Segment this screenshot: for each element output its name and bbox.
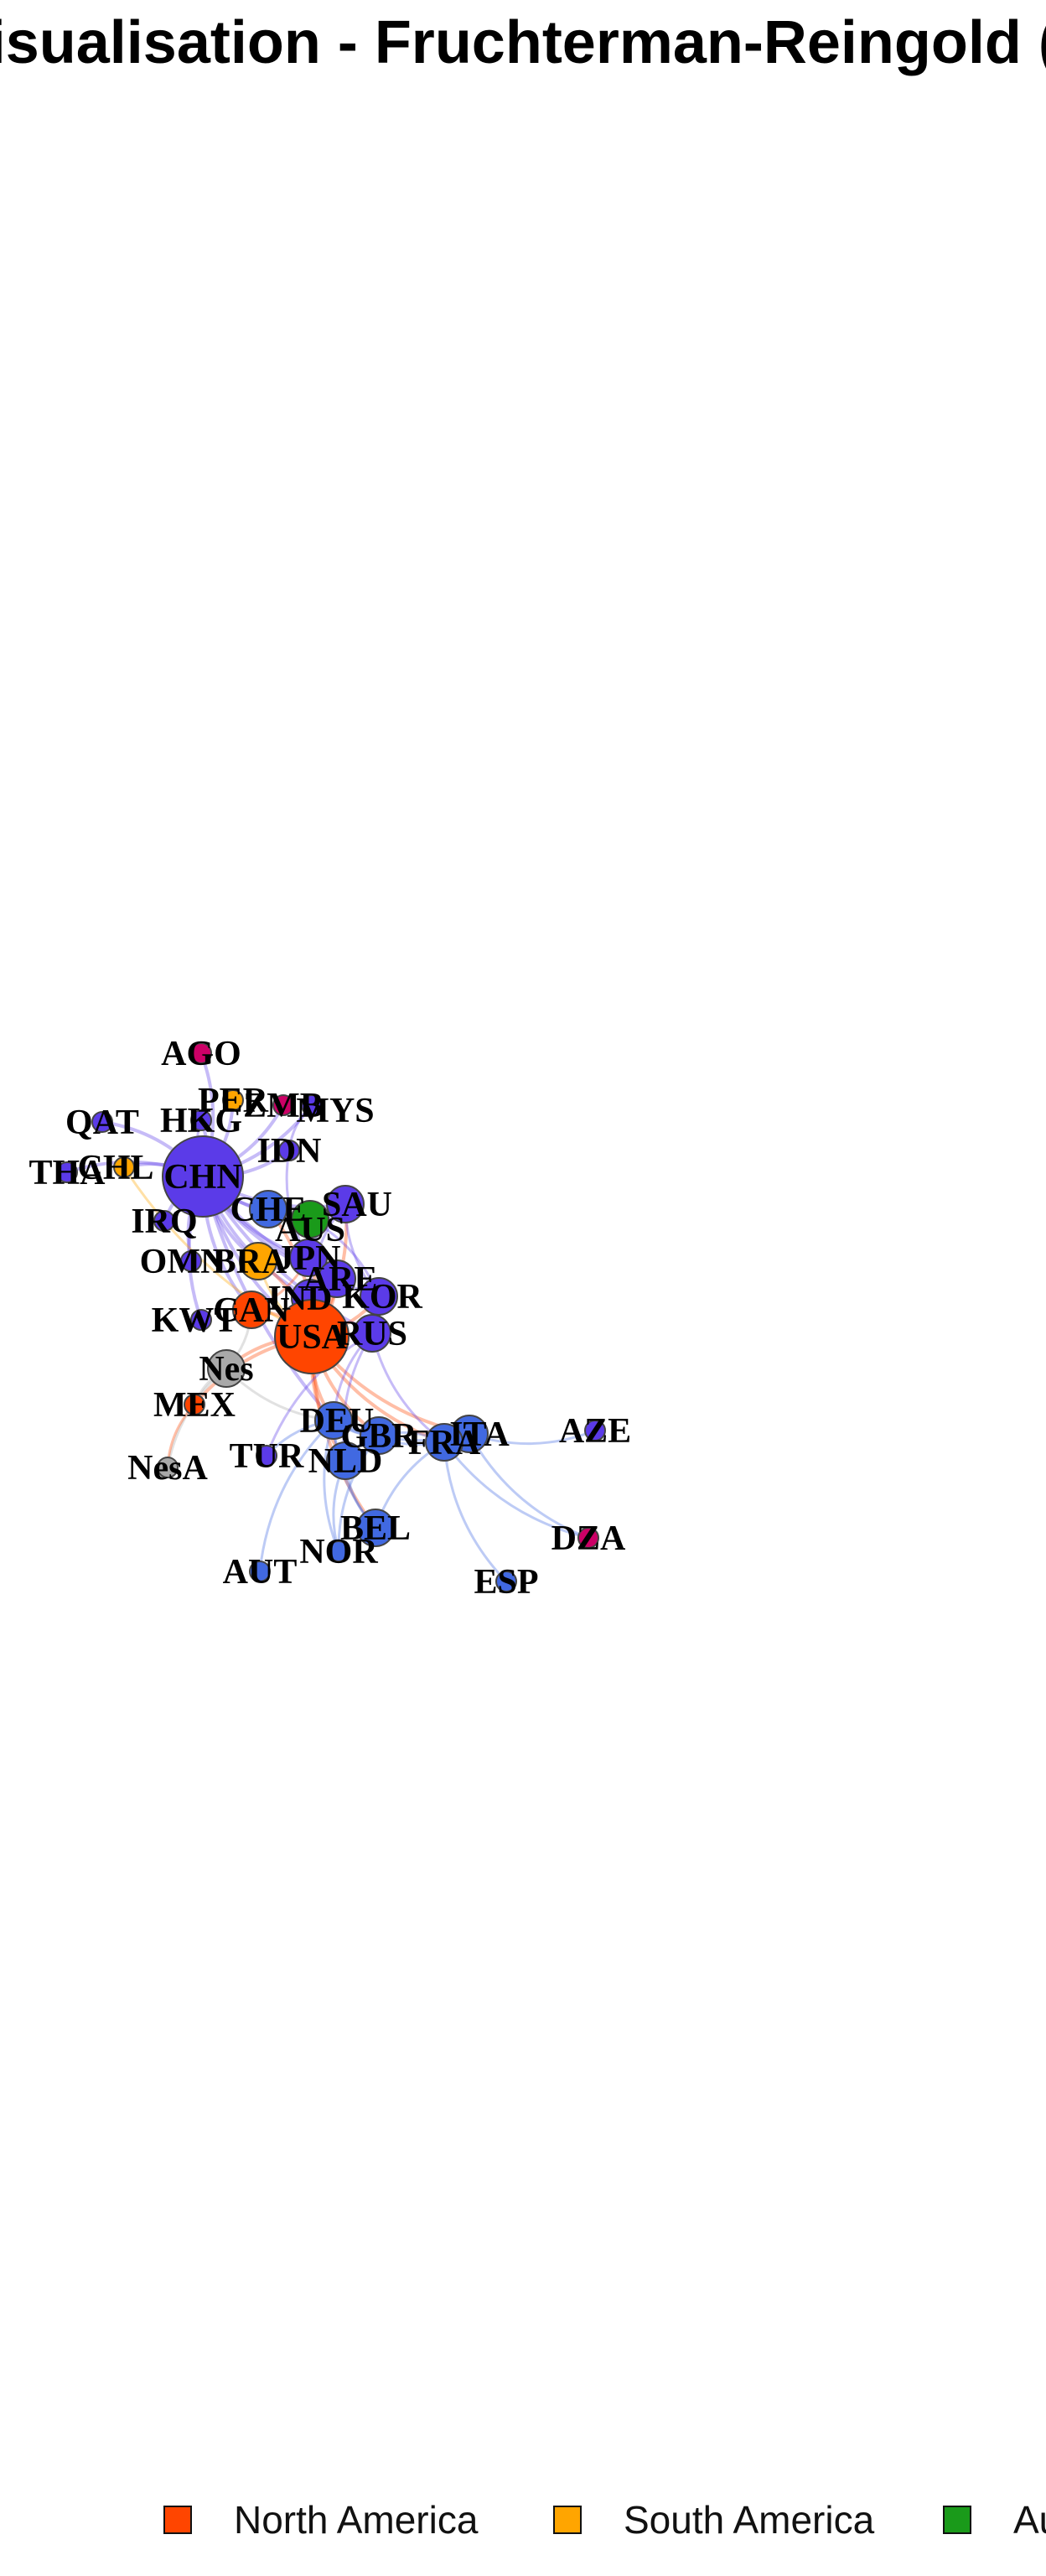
node-ago[interactable] bbox=[190, 1042, 212, 1064]
node-layer bbox=[56, 1042, 606, 1592]
node-label-tha: THA bbox=[28, 1154, 106, 1192]
node-label-mex: MEX bbox=[153, 1386, 236, 1425]
node-deu[interactable] bbox=[314, 1401, 353, 1440]
node-label-ago: AGO bbox=[161, 1035, 241, 1073]
node-label-mys: MYS bbox=[296, 1092, 374, 1130]
node-bra[interactable] bbox=[239, 1242, 277, 1280]
node-hkg[interactable] bbox=[190, 1109, 212, 1131]
node-label-idn: IDN bbox=[256, 1132, 321, 1171]
node-aut[interactable] bbox=[249, 1561, 271, 1582]
node-label-tur: TUR bbox=[230, 1437, 304, 1476]
node-esp[interactable] bbox=[495, 1571, 517, 1592]
chart-title-text: Visualisation - Fruchterman-Reingold (im… bbox=[0, 9, 1046, 76]
node-nes[interactable] bbox=[207, 1349, 246, 1388]
node-nld[interactable] bbox=[326, 1441, 365, 1480]
node-label-ita: ITA bbox=[449, 1415, 510, 1454]
node-label-chl: CHL bbox=[77, 1149, 153, 1187]
node-label-nes: Nes bbox=[199, 1350, 253, 1389]
legend-item-south-america: South America bbox=[553, 2498, 875, 2542]
node-tur[interactable] bbox=[256, 1445, 277, 1467]
node-kwt[interactable] bbox=[190, 1309, 212, 1331]
node-label-bel: BEL bbox=[340, 1509, 411, 1548]
node-gbr[interactable] bbox=[360, 1416, 398, 1455]
node-label-kor: KOR bbox=[342, 1278, 422, 1317]
node-per[interactable] bbox=[222, 1089, 244, 1111]
node-label-bra: BRA bbox=[213, 1243, 287, 1281]
node-label-nld: NLD bbox=[308, 1442, 383, 1481]
node-nor[interactable] bbox=[328, 1540, 350, 1562]
node-dza[interactable] bbox=[577, 1527, 599, 1549]
node-label-che: CHE bbox=[230, 1191, 306, 1229]
node-label-esp: ESP bbox=[474, 1563, 538, 1602]
node-label-hkg: HKG bbox=[160, 1102, 242, 1140]
node-tha[interactable] bbox=[56, 1161, 78, 1183]
node-label-zmb: ZMB bbox=[243, 1087, 324, 1125]
edge-rus-tur bbox=[265, 1332, 373, 1457]
node-aze[interactable] bbox=[584, 1420, 606, 1441]
node-label-nor: NOR bbox=[299, 1533, 378, 1571]
node-omn[interactable] bbox=[180, 1250, 202, 1272]
node-idn[interactable] bbox=[278, 1140, 300, 1161]
node-kor[interactable] bbox=[360, 1277, 398, 1316]
node-label-qat: QAT bbox=[65, 1104, 139, 1142]
legend: North America South America Au bbox=[0, 2482, 1046, 2558]
node-label-nesa: NesA bbox=[127, 1449, 208, 1488]
node-mys[interactable] bbox=[301, 1094, 323, 1116]
node-chn[interactable] bbox=[162, 1135, 244, 1218]
chart-title: Visualisation - Fruchterman-Reingold (im… bbox=[0, 0, 1046, 92]
node-jpn[interactable] bbox=[289, 1239, 328, 1277]
node-label-irq: IRQ bbox=[131, 1202, 197, 1241]
node-can[interactable] bbox=[232, 1291, 271, 1329]
node-nesa[interactable] bbox=[157, 1457, 179, 1478]
node-label-aus: AUS bbox=[275, 1211, 345, 1249]
node-are[interactable] bbox=[318, 1259, 356, 1298]
node-label-aut: AUT bbox=[223, 1553, 298, 1592]
node-label-gbr: GBR bbox=[340, 1417, 417, 1456]
node-fra[interactable] bbox=[425, 1423, 463, 1462]
node-rus[interactable] bbox=[353, 1314, 391, 1353]
legend-item-north-america: North America bbox=[163, 2498, 479, 2542]
node-label-jpn: JPN bbox=[277, 1239, 341, 1278]
node-label-are: ARE bbox=[303, 1260, 378, 1299]
edge-fra-dza bbox=[443, 1441, 589, 1540]
node-label-omn: OMN bbox=[140, 1243, 226, 1281]
legend-item-australia: Au bbox=[943, 2498, 1046, 2542]
node-aus[interactable] bbox=[291, 1200, 329, 1239]
node-bel[interactable] bbox=[356, 1509, 395, 1547]
node-label-fra: FRA bbox=[408, 1424, 481, 1462]
node-label-kwt: KWT bbox=[152, 1301, 238, 1340]
node-label-ind: IND bbox=[267, 1280, 332, 1318]
legend-label-south-america: South America bbox=[624, 2498, 875, 2542]
node-irq[interactable] bbox=[153, 1210, 175, 1232]
legend-swatch-south-america bbox=[553, 2506, 582, 2534]
legend-label-north-america: North America bbox=[234, 2498, 479, 2542]
node-chl[interactable] bbox=[113, 1156, 135, 1178]
legend-swatch-australia bbox=[943, 2506, 971, 2534]
node-label-usa: USA bbox=[277, 1318, 348, 1357]
node-label-dza: DZA bbox=[551, 1519, 626, 1558]
node-qat[interactable] bbox=[91, 1111, 113, 1133]
node-label-sau: SAU bbox=[322, 1186, 392, 1224]
node-label-can: CAN bbox=[214, 1291, 290, 1330]
node-label-rus: RUS bbox=[337, 1315, 407, 1353]
node-label-aze: AZE bbox=[559, 1412, 631, 1451]
node-usa[interactable] bbox=[274, 1299, 350, 1374]
edge-fra-esp bbox=[443, 1441, 508, 1583]
node-label-deu: DEU bbox=[300, 1402, 375, 1441]
node-sau[interactable] bbox=[326, 1185, 365, 1223]
node-mex[interactable] bbox=[184, 1394, 205, 1415]
edge-deu-aut bbox=[258, 1419, 335, 1572]
node-label-per: PER bbox=[198, 1082, 269, 1120]
legend-label-australia: Au bbox=[1013, 2498, 1046, 2542]
legend-swatch-north-america bbox=[163, 2506, 192, 2534]
edge-ita-dza bbox=[468, 1433, 589, 1540]
node-label-chn: CHN bbox=[163, 1158, 241, 1197]
node-zmb[interactable] bbox=[272, 1094, 294, 1116]
node-che[interactable] bbox=[249, 1190, 287, 1228]
